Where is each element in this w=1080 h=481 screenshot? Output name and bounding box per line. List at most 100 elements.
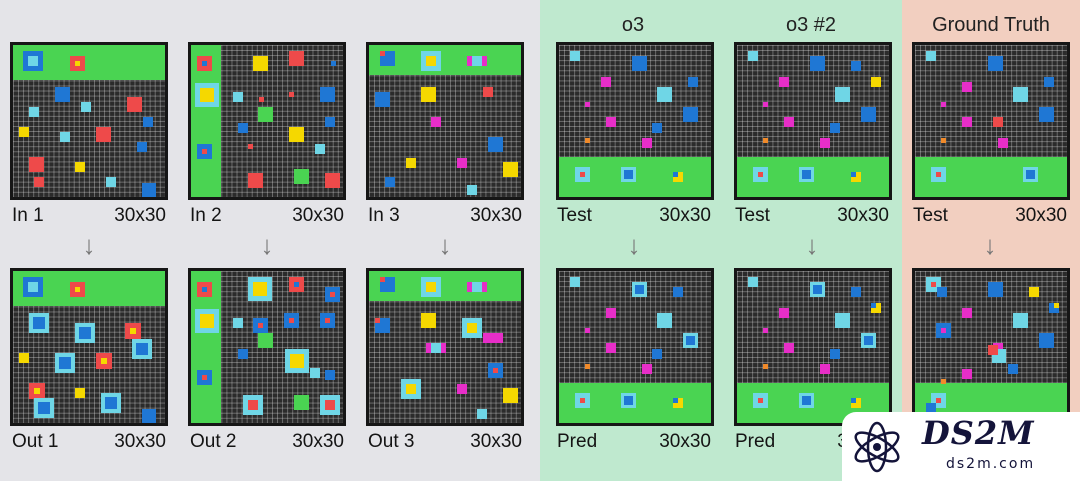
blue-square: [202, 287, 207, 292]
atom-logo-icon: [854, 421, 900, 473]
magenta-square: [585, 328, 590, 333]
blue-square: [331, 61, 336, 66]
blue-square: [385, 177, 395, 187]
red-square: [375, 318, 380, 323]
grid-out-2: [188, 268, 346, 426]
panel-label: In 2: [190, 205, 222, 226]
blue-square: [988, 56, 1003, 71]
cyan-square: [28, 282, 38, 292]
red-square: [758, 398, 763, 403]
yellow-square: [289, 127, 304, 142]
grid-truth-output: [912, 268, 1070, 426]
red-square: [259, 97, 264, 102]
red-square: [380, 277, 385, 282]
cyan-square: [233, 318, 243, 328]
blue-square: [864, 336, 873, 345]
blue-square: [624, 396, 633, 405]
grid-in-1: [10, 42, 168, 200]
green-square: [258, 107, 273, 122]
blue-square: [851, 398, 856, 403]
blue-square: [375, 92, 390, 107]
blue-square: [802, 396, 811, 405]
grid-in-2: [188, 42, 346, 200]
cyan-square: [29, 107, 39, 117]
blue-square: [652, 123, 662, 133]
red-square: [936, 398, 941, 403]
cyan-square: [431, 343, 441, 353]
yellow-square: [75, 388, 85, 398]
red-square: [380, 51, 385, 56]
ground-truth-header: Ground Truth: [932, 14, 1050, 36]
magenta-square: [998, 138, 1008, 148]
yellow-square: [200, 88, 214, 102]
grid-out-3: [366, 268, 524, 426]
watermark-url: ds2m.com: [946, 456, 1036, 472]
red-square: [289, 92, 294, 97]
panel-size: 30x30: [659, 205, 711, 226]
yellow-square: [871, 77, 881, 87]
yellow-square: [253, 56, 268, 71]
yellow-square: [467, 323, 477, 333]
magenta-square: [606, 308, 616, 318]
red-square: [993, 117, 1003, 127]
grid-in-3: [366, 42, 524, 200]
magenta-square: [642, 138, 652, 148]
blue-square: [673, 287, 683, 297]
panel-size: 30x30: [659, 431, 711, 452]
panel-label: Out 3: [368, 431, 415, 452]
panel-label: Pred: [735, 431, 776, 452]
magenta-square: [457, 384, 467, 394]
red-square: [931, 282, 936, 287]
yellow-square: [426, 56, 436, 66]
blue-square: [871, 303, 876, 308]
panel-size: 30x30: [292, 205, 344, 226]
blue-square: [1049, 303, 1059, 313]
blue-square: [142, 409, 156, 423]
red-square: [96, 127, 111, 142]
watermark-brand: DS2M: [922, 414, 1035, 452]
panel-label: In 3: [368, 205, 400, 226]
yellow-square: [34, 388, 40, 394]
yellow-square: [673, 172, 683, 182]
down-arrow-icon: ↓: [627, 230, 641, 260]
panel-size: 30x30: [114, 431, 166, 452]
magenta-square: [779, 308, 789, 318]
blue-square: [79, 327, 91, 339]
red-square: [493, 368, 498, 373]
magenta-square: [820, 138, 830, 148]
blue-square: [1039, 333, 1054, 348]
blue-square: [105, 397, 117, 409]
red-square: [248, 144, 253, 149]
yellow-square: [673, 398, 683, 408]
panel-label: Out 1: [12, 431, 59, 452]
yellow-square: [426, 282, 436, 292]
red-square: [202, 149, 207, 154]
blue-square: [59, 357, 71, 369]
blue-square: [937, 287, 947, 297]
yellow-square: [200, 314, 214, 328]
panel-size: 30x30: [837, 205, 889, 226]
cyan-square: [1013, 313, 1028, 328]
panel-size: 30x30: [1015, 205, 1067, 226]
blue-square: [142, 183, 156, 197]
blue-square: [38, 402, 50, 414]
magenta-square: [763, 102, 768, 107]
blue-square: [830, 123, 840, 133]
blue-square: [294, 282, 299, 287]
cyan-square: [81, 102, 91, 112]
yellow-square: [1054, 303, 1059, 308]
watermark: DS2M ds2m.com: [842, 412, 1080, 481]
blue-square: [652, 349, 662, 359]
blue-square: [55, 87, 70, 102]
cyan-square: [748, 277, 758, 287]
blue-square: [830, 349, 840, 359]
yellow-square: [871, 303, 881, 313]
blue-square: [1008, 364, 1018, 374]
red-square: [127, 97, 142, 112]
blue-square: [624, 170, 633, 179]
yellow-square: [130, 328, 136, 334]
orange-square: [941, 138, 946, 143]
green-square: [294, 169, 309, 184]
down-arrow-icon: ↓: [260, 230, 274, 260]
magenta-square: [962, 369, 972, 379]
